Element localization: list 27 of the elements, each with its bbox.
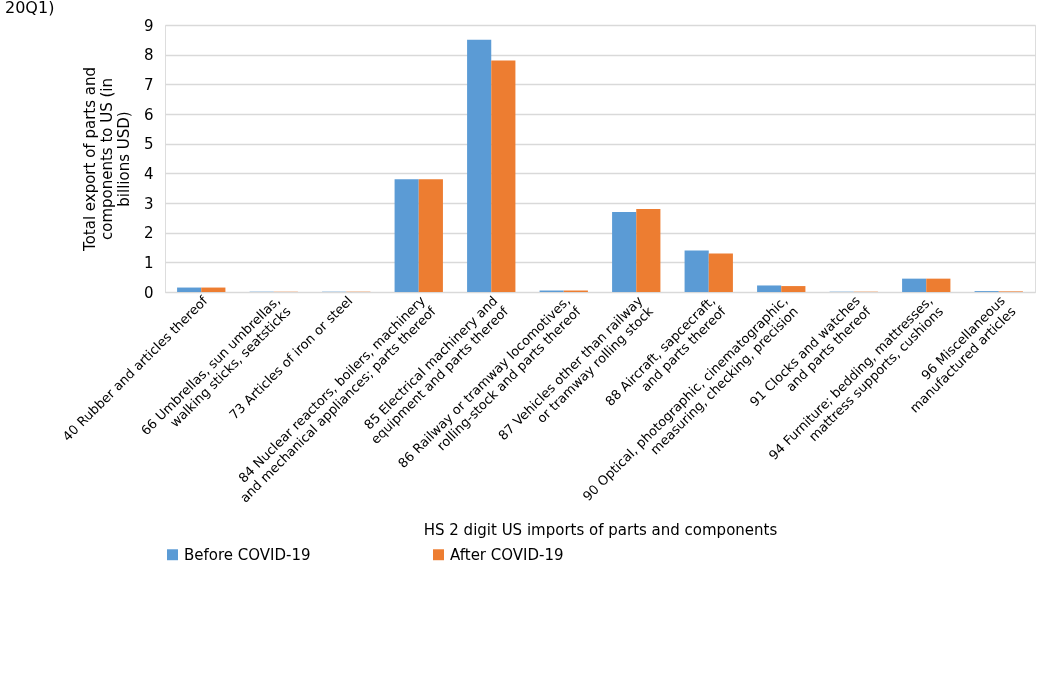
bar [491, 60, 516, 292]
bar [418, 179, 443, 292]
y-tick-label: 2 [143, 224, 154, 243]
bar [757, 285, 782, 292]
y-tick-label: 5 [143, 135, 154, 154]
text: 20Q1) [5, 0, 55, 17]
bar [612, 211, 637, 292]
bar [781, 286, 806, 292]
y-tick-label: 8 [143, 46, 154, 65]
bar [467, 39, 492, 292]
bar [684, 250, 709, 292]
legend-label: After COVID-19 [450, 545, 564, 564]
y-tick-label: 4 [143, 164, 154, 183]
y-tick-label: 6 [143, 105, 154, 124]
y-tick-label: 7 [143, 75, 154, 94]
bar [902, 278, 927, 292]
y-tick-label: 1 [143, 253, 154, 272]
bar [708, 253, 733, 292]
y-tick-label: 9 [143, 16, 154, 35]
y-tick-label: 3 [143, 194, 154, 213]
bar [926, 278, 951, 292]
bar [636, 208, 661, 292]
legend-label: Before COVID-19 [184, 545, 311, 564]
y-axis-title: Total export of parts and components to US (in billions USD) [80, 67, 133, 252]
x-axis-title: HS 2 digit US imports of parts and components [423, 520, 778, 539]
y-tick-label: 0 [143, 283, 154, 302]
bar [394, 179, 419, 292]
